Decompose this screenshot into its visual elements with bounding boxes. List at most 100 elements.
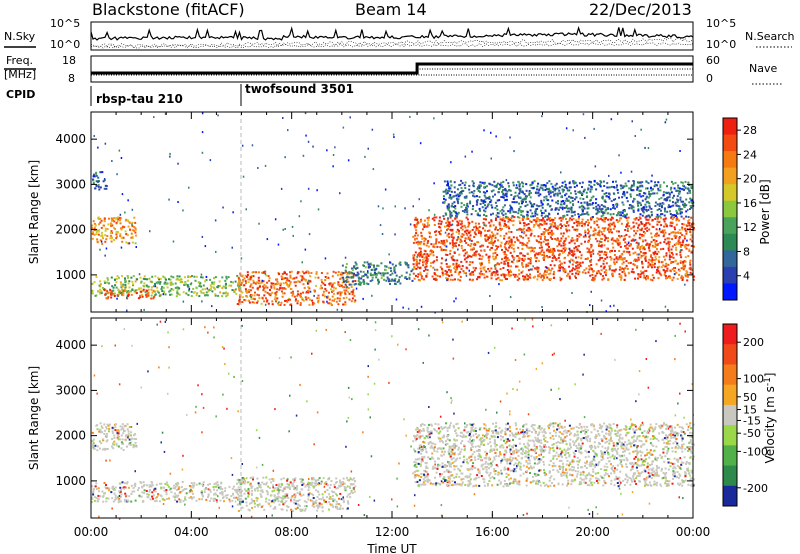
echo-cell [331,275,334,278]
echo-cell [120,217,122,220]
echo-cell [598,243,600,245]
echo-cell [465,229,468,232]
echo-cell [393,266,396,269]
freq-tick-top: 18 [62,54,76,67]
echo-cell [476,201,479,204]
echo-cell [553,222,556,225]
echo-cell [133,290,136,293]
echo-cell [205,498,208,501]
echo-cell [289,276,292,279]
echo-cell [330,282,333,285]
echo-cell [572,180,575,183]
echo-cell [653,185,656,188]
echo-cell [667,204,670,207]
echo-cell [468,231,470,234]
echo-cell [140,287,142,290]
echo-cell [469,261,472,263]
echo-cell [590,188,593,191]
echo-cell [664,208,666,211]
echo-cell [114,284,117,287]
noise-cell [245,208,247,211]
colorbar-segment [723,184,737,202]
echo-cell [466,234,469,237]
echo-cell [618,196,620,199]
echo-cell [340,272,343,274]
echo-cell [338,300,341,302]
echo-cell [444,272,447,275]
echo-cell [324,279,327,282]
echo-cell [463,211,466,214]
echo-cell [158,500,161,503]
echo-cell [490,231,493,234]
echo-cell [328,302,331,305]
echo-cell [627,240,630,243]
echo-cell [464,226,467,229]
echo-cell [664,231,667,234]
echo-cell [568,186,571,189]
echo-cell [603,230,606,232]
echo-cell [324,284,327,286]
noise-cell [605,310,607,313]
echo-cell [689,263,692,266]
echo-cell [353,283,356,286]
echo-cell [289,282,292,285]
echo-cell [600,181,603,184]
echo-cell [176,275,179,278]
echo-cell [95,482,98,485]
echo-cell [331,299,334,302]
echo-cell [495,272,497,275]
echo-cell [540,214,543,217]
echo-cell [336,292,339,295]
echo-cell [472,182,475,185]
echo-cell [596,240,599,243]
echo-cell [467,243,470,246]
echo-cell [169,289,172,292]
echo-cell [626,267,629,270]
echo-cell [459,241,462,243]
echo-cell [192,287,195,290]
echo-cell [98,284,101,287]
echo-cell [128,426,131,428]
echo-cell [493,185,496,188]
echo-cell [685,204,688,207]
echo-cell [131,437,134,440]
echo-cell [135,445,138,448]
noise-cell [577,200,580,203]
echo-cell [572,217,575,220]
echo-cell [159,482,162,485]
echo-cell [507,271,510,273]
echo-cell [575,265,578,268]
echo-cell [110,230,113,233]
echo-cell [149,280,152,283]
noise-cell [433,117,435,120]
echo-cell [103,280,106,283]
echo-cell [681,241,684,244]
echo-cell [624,241,627,244]
echo-cell [221,493,224,496]
echo-cell [564,183,567,186]
echo-cell [297,271,299,274]
noise-cell [349,116,351,119]
noise-cell [513,150,515,153]
echo-cell [479,245,482,248]
echo-cell [235,488,238,491]
echo-cell [424,266,427,269]
echo-cell [597,218,600,221]
echo-cell [114,228,117,230]
echo-cell [636,188,639,191]
echo-cell [128,443,131,446]
echo-cell [566,274,569,277]
echo-cell [631,184,634,187]
echo-cell [479,234,482,237]
echo-cell [118,430,121,433]
echo-cell [560,195,563,198]
echo-cell [493,258,496,261]
echo-cell [514,191,517,194]
echo-cell [461,225,464,228]
echo-cell [626,247,629,250]
echo-cell [238,300,241,303]
echo-cell [568,252,571,255]
echo-cell [435,238,438,241]
echo-cell [104,234,107,237]
